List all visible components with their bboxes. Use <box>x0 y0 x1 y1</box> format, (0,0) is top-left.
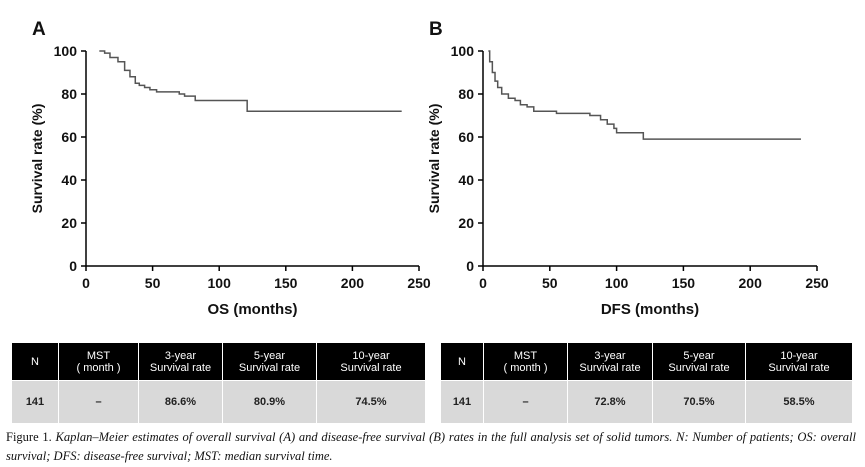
survival-curve <box>488 50 801 140</box>
results-table: N MST( month ) 3-year Survival rate 5-year Su… <box>11 342 426 424</box>
y-tick-label: 60 <box>61 129 77 145</box>
data-row: 141–72.8% 70.5% 58.5% <box>440 380 853 424</box>
header-text: Survival rate <box>579 361 641 374</box>
x-tick-label: 150 <box>274 275 298 291</box>
x-tick-label: 250 <box>407 275 431 291</box>
caption-label: Figure 1. <box>6 430 52 444</box>
header-text: Survival rate <box>149 361 212 374</box>
data-cell: – <box>483 380 568 424</box>
header-cell: MST( month ) <box>483 342 568 381</box>
header-text: ( month ) <box>503 361 548 374</box>
header-cell: 5-year Survival rate <box>652 342 746 381</box>
header-cell: N <box>440 342 484 381</box>
panel-label: A <box>32 19 46 40</box>
x-tick-label: 250 <box>805 275 829 291</box>
x-tick-label: 100 <box>208 275 232 291</box>
x-tick-label: 50 <box>542 275 558 291</box>
y-axis-label: Survival rate (%) <box>29 104 45 214</box>
y-tick-label: 40 <box>61 172 77 188</box>
caption-text: Kaplan–Meier estimates of overall surviv… <box>6 430 857 463</box>
caption: Figure 1. Kaplan–Meier estimates of over… <box>6 428 856 466</box>
x-tick-label: 200 <box>341 275 365 291</box>
results-table: N MST( month ) 3-year Survival rate 5-year Su… <box>440 342 853 424</box>
header-cell: 10-year Survival rate <box>745 342 853 381</box>
y-tick-label: 0 <box>466 258 474 274</box>
y-tick-label: 60 <box>458 129 474 145</box>
header-cell: N <box>11 342 59 381</box>
y-tick-label: 40 <box>458 172 474 188</box>
data-cell: 86.6% <box>138 380 223 424</box>
header-text: 5-year <box>683 349 715 362</box>
survival-curve <box>99 50 402 112</box>
y-tick-label: 100 <box>54 43 78 59</box>
x-tick-label: 100 <box>605 275 629 291</box>
header-text: Survival rate <box>340 361 402 374</box>
header-cell: 10-year Survival rate <box>316 342 426 381</box>
panel-label: B <box>429 19 443 40</box>
header-cell: 3-year Survival rate <box>138 342 223 381</box>
header-text: MST <box>513 349 538 362</box>
header-text: Survival rate <box>238 361 301 374</box>
header-text: MST <box>86 349 111 362</box>
x-tick-label: 0 <box>82 275 90 291</box>
data-cell: 141 <box>11 380 59 424</box>
data-cell: 141 <box>440 380 484 424</box>
header-text: 10-year <box>780 349 818 362</box>
y-tick-label: 20 <box>61 215 77 231</box>
x-tick-label: 0 <box>479 275 487 291</box>
x-tick-label: 150 <box>672 275 696 291</box>
y-tick-label: 80 <box>61 86 77 102</box>
data-row: 141–86.6% 80.9% 74.5% <box>11 380 426 424</box>
data-cell: 58.5% <box>745 380 853 424</box>
header-text: 3-year <box>594 349 626 362</box>
header-text: 10-year <box>352 349 390 362</box>
x-tick-label: 200 <box>739 275 763 291</box>
data-cell: 72.8% <box>567 380 653 424</box>
y-tick-label: 100 <box>451 43 475 59</box>
header-cell: 5-year Survival rate <box>222 342 317 381</box>
data-cell: – <box>58 380 139 424</box>
x-tick-label: 50 <box>145 275 161 291</box>
data-cell: 70.5% <box>652 380 746 424</box>
header-text: Survival rate <box>768 361 830 374</box>
header-text: Survival rate <box>668 361 730 374</box>
header-text: 3-year <box>164 349 197 362</box>
header-text: N <box>458 355 466 368</box>
data-cell: 74.5% <box>316 380 426 424</box>
y-tick-label: 0 <box>69 258 77 274</box>
y-tick-label: 20 <box>458 215 474 231</box>
x-axis-label: DFS (months) <box>601 301 699 318</box>
y-tick-label: 80 <box>458 86 474 102</box>
header-text: 5-year <box>253 349 286 362</box>
x-axis-label: OS (months) <box>208 301 298 318</box>
header-cell: 3-year Survival rate <box>567 342 653 381</box>
header-row: N MST( month ) 3-year Survival rate 5-year Su… <box>11 342 426 381</box>
data-cell: 80.9% <box>222 380 317 424</box>
header-cell: MST( month ) <box>58 342 139 381</box>
y-axis-label: Survival rate (%) <box>426 104 442 214</box>
header-row: N MST( month ) 3-year Survival rate 5-year Su… <box>440 342 853 381</box>
header-text: N <box>31 355 39 368</box>
header-text: ( month ) <box>76 361 121 374</box>
